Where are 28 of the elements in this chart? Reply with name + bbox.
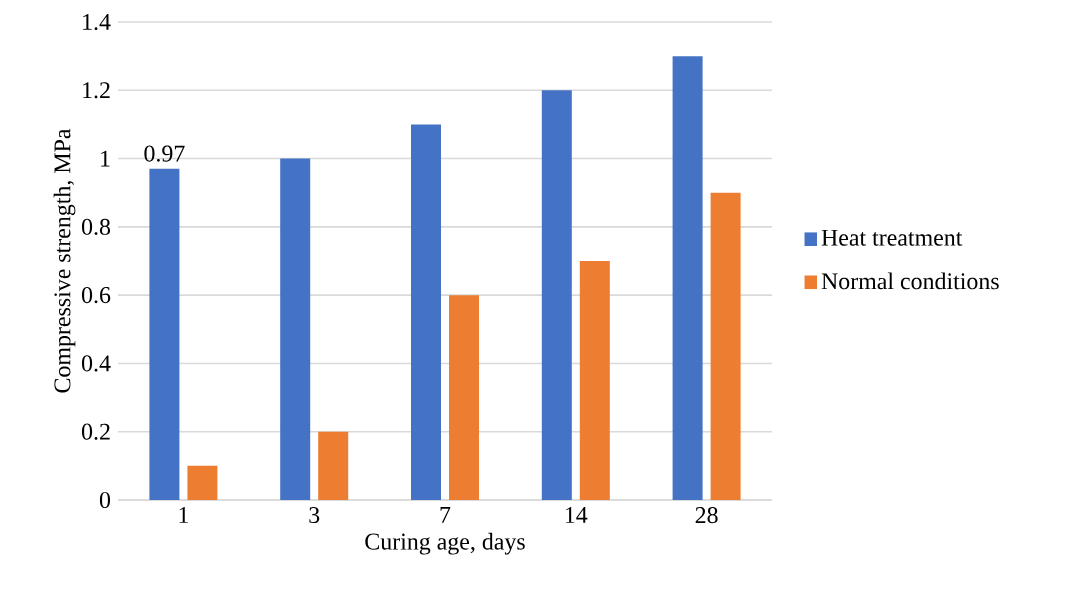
legend-label: Heat treatment [821, 229, 963, 246]
bar [449, 295, 480, 500]
y-tick-label: 1.2 [83, 82, 110, 99]
x-tick-label: 3 [309, 507, 320, 524]
x-tick-label: 28 [695, 507, 718, 524]
x-tick-label: 1 [179, 507, 188, 523]
y-tick-label: 0.4 [81, 355, 111, 372]
bar [411, 124, 442, 500]
x-axis-title: Curing age, days [365, 532, 525, 555]
bar [187, 465, 218, 500]
bar [318, 431, 349, 500]
y-tick-label: 1 [101, 150, 110, 167]
legend-label: Normal conditions [821, 272, 999, 290]
bar [280, 158, 311, 500]
y-axis-title: Compressive strength, MPa [53, 128, 76, 393]
data-label: 0.97 [144, 145, 185, 162]
y-tick-label: 1.4 [83, 13, 111, 31]
bar [672, 56, 703, 500]
bar [149, 168, 180, 500]
y-tick-label: 0.8 [81, 218, 111, 235]
x-tick-label: 14 [565, 507, 588, 523]
x-tick-label: 7 [440, 507, 451, 523]
bar [579, 261, 610, 500]
y-tick-label: 0 [99, 491, 111, 509]
bar [541, 90, 572, 500]
y-tick-label: 0.2 [81, 423, 110, 440]
y-tick-label: 0.6 [81, 287, 111, 304]
bar [710, 192, 741, 500]
